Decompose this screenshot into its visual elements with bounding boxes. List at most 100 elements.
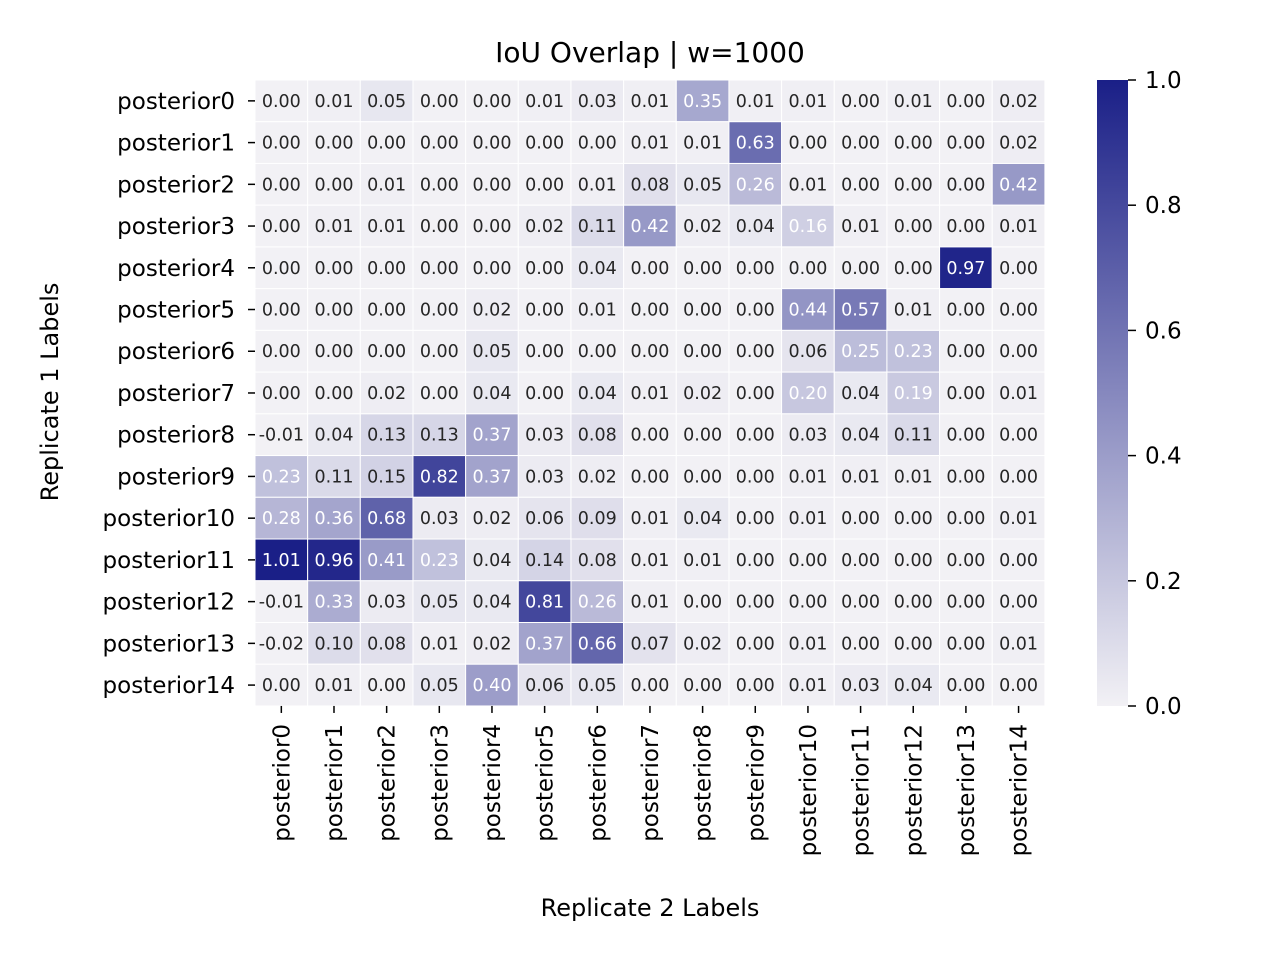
heatmap-cell — [307, 79, 361, 123]
cell-value-label: 0.13 — [420, 426, 459, 446]
y-axis-label: Replicate 1 Labels — [36, 283, 64, 502]
cell-value-label: 0.00 — [999, 551, 1038, 571]
cell-value-label: 0.23 — [894, 342, 933, 362]
cell-value-label: 0.96 — [315, 551, 354, 571]
cell-value-label: 0.00 — [683, 676, 722, 696]
heatmap-cell — [728, 329, 783, 373]
cell-value-label: 0.01 — [683, 551, 722, 571]
y-tick-label: posterior2 — [117, 172, 235, 198]
heatmap-cell — [359, 455, 414, 498]
heatmap-cell — [307, 496, 361, 540]
cell-value-label: 0.00 — [630, 467, 669, 487]
heatmap-cell — [781, 538, 835, 582]
heatmap-cell — [833, 329, 888, 373]
cell-value-label: 0.00 — [525, 301, 564, 321]
colorbar-tick-label: 0.6 — [1145, 318, 1182, 344]
cell-value-label: 0.16 — [788, 217, 827, 237]
heatmap-cell — [254, 288, 309, 331]
cell-value-label: 0.00 — [894, 175, 933, 195]
heatmap-cell — [623, 413, 677, 457]
heatmap-cell — [359, 538, 414, 582]
cell-value-label: 0.41 — [367, 551, 406, 571]
cell-value-label: -0.01 — [259, 593, 304, 613]
cell-value-label: 0.01 — [841, 467, 880, 487]
heatmap-cell — [833, 413, 888, 457]
cell-value-label: 0.00 — [420, 259, 459, 279]
x-tick-label: posterior1 — [322, 724, 348, 842]
heatmap-cell — [254, 621, 309, 665]
cell-value-label: 0.00 — [262, 676, 301, 696]
heatmap-cell — [517, 663, 572, 707]
heatmap-cell — [991, 371, 1046, 415]
heatmap-cell — [307, 663, 361, 707]
cell-value-label: 0.04 — [578, 384, 617, 404]
cell-value-label: 0.01 — [788, 92, 827, 112]
y-tick-labels: posterior0 posterior1 posterior2 posterior3… — [103, 89, 255, 699]
cell-value-label: 0.00 — [946, 92, 985, 112]
cell-value-label: 0.00 — [841, 551, 880, 571]
cell-value-label: 0.01 — [630, 593, 669, 613]
cell-value-label: 0.09 — [578, 509, 617, 529]
heatmap-cell — [781, 580, 835, 623]
cell-value-label: 0.00 — [946, 342, 985, 362]
cell-value-label: 0.00 — [894, 217, 933, 237]
heatmap-cell — [728, 162, 783, 206]
heatmap-cell — [307, 371, 361, 415]
cell-value-label: 0.00 — [262, 342, 301, 362]
cell-value-label: 0.01 — [999, 384, 1038, 404]
y-tick-label: posterior10 — [103, 506, 235, 532]
x-tick-label: posterior14 — [1007, 724, 1033, 856]
cell-value-label: 0.00 — [788, 593, 827, 613]
x-tick-label: posterior11 — [849, 724, 875, 856]
cell-value-label: 0.57 — [841, 301, 880, 321]
heatmap-cell — [781, 621, 835, 665]
heatmap-cell — [412, 204, 467, 248]
cell-value-label: 0.01 — [999, 634, 1038, 654]
cell-value-label: 0.01 — [894, 467, 933, 487]
cell-value-label: 0.00 — [578, 342, 617, 362]
cell-value-label: 0.01 — [315, 217, 354, 237]
heatmap-cell — [675, 288, 730, 331]
cell-value-label: 0.00 — [999, 676, 1038, 696]
y-tick-label: posterior9 — [117, 464, 235, 490]
cell-value-label: 0.00 — [788, 551, 827, 571]
heatmap-cell — [623, 204, 677, 248]
cell-value-label: 0.00 — [683, 342, 722, 362]
cell-value-label: 0.00 — [578, 134, 617, 154]
heatmap-cell — [623, 329, 677, 373]
colorbar-tick-label: 0.2 — [1145, 569, 1182, 595]
cell-value-label: 0.00 — [736, 551, 775, 571]
cell-value-label: 0.06 — [525, 676, 564, 696]
cell-value-label: 0.00 — [420, 301, 459, 321]
heatmap-cell — [886, 538, 941, 582]
heatmap-cell — [254, 204, 309, 248]
heatmap-cell — [517, 496, 572, 540]
cell-value-label: 0.00 — [736, 467, 775, 487]
cell-value-label: 0.02 — [683, 217, 722, 237]
heatmap-cell — [359, 79, 414, 123]
cell-value-label: 0.00 — [315, 134, 354, 154]
cell-value-label: 0.00 — [262, 384, 301, 404]
cell-value-label: 0.00 — [946, 384, 985, 404]
cell-value-label: 0.02 — [999, 134, 1038, 154]
x-tick-label: posterior3 — [427, 724, 453, 842]
cell-value-label: 0.33 — [315, 593, 354, 613]
heatmap-cell — [675, 580, 730, 623]
cell-value-label: 0.42 — [630, 217, 669, 237]
cell-value-label: 0.00 — [736, 301, 775, 321]
cell-value-label: 0.81 — [525, 593, 564, 613]
cell-value-label: 0.00 — [315, 342, 354, 362]
cell-value-label: 0.08 — [630, 175, 669, 195]
heatmap-cell — [307, 580, 361, 623]
heatmap-cells: 0.00 0.01 0.05 0.00 0.00 0.01 0.03 0.01 0.35 0.01… — [254, 79, 1046, 707]
cell-value-label: 0.03 — [367, 593, 406, 613]
cell-value-label: 0.00 — [262, 217, 301, 237]
heatmap-cell — [254, 246, 309, 290]
heatmap-cell — [359, 371, 414, 415]
y-tick-label: posterior6 — [117, 339, 235, 365]
cell-value-label: 0.00 — [367, 676, 406, 696]
heatmap-cell — [623, 121, 677, 164]
cell-value-label: 0.00 — [999, 342, 1038, 362]
y-tick-label: posterior1 — [117, 131, 235, 157]
cell-value-label: 0.00 — [841, 593, 880, 613]
